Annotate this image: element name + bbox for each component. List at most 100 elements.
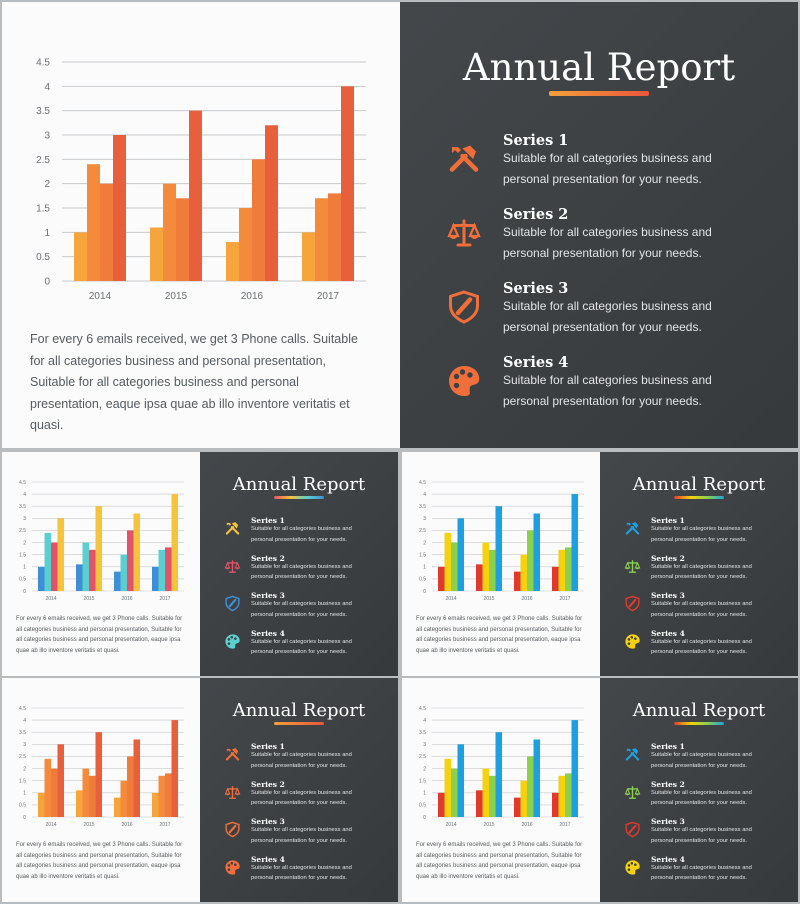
y-tick-label: 1 [23,565,26,571]
bar [95,506,102,591]
bar [51,768,58,817]
slide-thumb-1[interactable]: 0 0.5 1 1.5 2 2.5 3 3.5 4 4.5 2014 2015 2016 2017 For… [2,452,398,676]
bar [444,532,451,591]
y-tick-label: 3.5 [19,730,26,736]
page-title: Annual Report [462,46,736,89]
y-tick-label: 0 [23,589,26,595]
title-underline [549,91,649,96]
bar [495,732,502,817]
slide-thumb-4[interactable]: 0 0.5 1 1.5 2 2.5 3 3.5 4 4.5 2014 2015 2016 2017 For… [402,678,798,902]
series-description: Suitable for all categories business and… [651,752,752,769]
y-tick-label: 4.5 [19,706,26,712]
x-tick-label: 2015 [83,596,94,602]
tools-icon [625,748,640,761]
bar [163,183,176,281]
tools-icon [625,522,640,535]
bar [114,571,121,591]
bar [451,768,458,817]
y-tick-label: 4 [423,718,426,724]
chart-panel: 0 0.5 1 1.5 2 2.5 3 3.5 4 4.5 2014 2015 2016 2017 For… [402,678,600,902]
y-tick-label: 3 [44,131,50,142]
tools-icon [225,522,240,535]
bar [74,232,87,281]
series-name: Series 1 [251,516,285,525]
series-description: Suitable for all categories business and… [251,638,352,656]
series-name: Series 3 [503,280,569,297]
bar [302,232,315,281]
palette-icon [225,633,240,649]
bar [57,518,64,591]
bar [476,564,483,591]
series-description: Suitable for all categories business and… [651,526,752,543]
shield-icon [625,595,640,612]
bar [120,780,127,817]
bar-chart: 0 0.5 1 1.5 2 2.5 3 3.5 4 4.5 2014 2015 2016 2017 [419,480,584,602]
y-tick-label: 1.5 [36,204,50,215]
y-tick-label: 1.5 [19,552,26,558]
y-tick-label: 0 [423,815,426,821]
y-tick-label: 0.5 [36,252,50,263]
series-description: Suitable for all categories business and… [503,151,712,186]
x-tick-label: 2016 [521,596,532,602]
shield-icon [225,821,240,838]
x-tick-label: 2016 [121,822,132,828]
bar [558,549,565,591]
bar [489,549,496,591]
series-description: Suitable for all categories business and… [651,827,752,844]
y-tick-label: 0 [23,815,26,821]
series-description: Suitable for all categories business and… [651,638,752,656]
y-tick-label: 3 [23,742,26,748]
y-tick-label: 2.5 [419,754,426,760]
bar [476,790,483,817]
y-tick-label: 1 [423,791,426,797]
bar [44,758,51,817]
series-description: Suitable for all categories business and… [251,789,352,807]
x-tick-label: 2014 [45,596,56,602]
bar [457,518,464,591]
x-tick-label: 2015 [483,596,494,602]
y-tick-label: 4 [44,82,50,93]
bar [527,530,534,591]
slide-thumb-2[interactable]: 0 0.5 1 1.5 2 2.5 3 3.5 4 4.5 2014 2015 2016 2017 For… [402,452,798,676]
y-tick-label: 4 [23,718,26,724]
series-name: Series 2 [651,779,685,789]
y-tick-label: 1.5 [19,778,26,784]
slide-main[interactable]: 0 0.5 1 1.5 2 2.5 3 3.5 4 4.5 2014 2015 2016 2017 For… [2,2,798,448]
bar [565,773,572,817]
title-underline [274,722,324,725]
series-name: Series 1 [503,132,569,149]
bar [127,530,134,591]
y-tick-label: 1 [423,565,426,571]
description-paragraph: For every 6 emails received, we get 3 Ph… [16,842,183,880]
slide-thumb-3[interactable]: 0 0.5 1 1.5 2 2.5 3 3.5 4 4.5 2014 2015 2016 2017 For… [2,678,398,902]
bar [38,792,45,817]
x-tick-label: 2014 [445,596,456,602]
series-description: Suitable for all categories business and… [651,601,752,618]
bar [444,758,451,817]
series-description: Suitable for all categories business and… [251,563,352,581]
bar [315,198,328,281]
title-underline [674,722,724,725]
bar [565,547,572,591]
bar [438,566,445,591]
bar [176,198,189,281]
y-tick-label: 3.5 [419,730,426,736]
series-name: Series 3 [651,591,685,600]
bar [189,110,202,282]
x-tick-label: 2016 [521,822,532,828]
x-tick-label: 2017 [559,596,570,602]
scales-icon [447,219,481,247]
description-paragraph: For every 6 emails received, we get 3 Ph… [16,616,183,654]
scales-icon [624,559,641,573]
bar [514,797,521,817]
x-tick-label: 2014 [45,822,56,828]
x-tick-label: 2015 [483,822,494,828]
y-tick-label: 3 [423,516,426,522]
scales-icon [224,559,241,573]
series-description: Suitable for all categories business and… [251,864,352,882]
bar-chart: 0 0.5 1 1.5 2 2.5 3 3.5 4 4.5 2014 2015 2016 2017 [36,58,366,302]
series-description: Suitable for all categories business and… [251,827,352,844]
series-description: Suitable for all categories business and… [251,601,352,618]
y-tick-label: 3.5 [36,106,50,117]
description-paragraph: For every 6 emails received, we get 3 Ph… [416,616,583,654]
